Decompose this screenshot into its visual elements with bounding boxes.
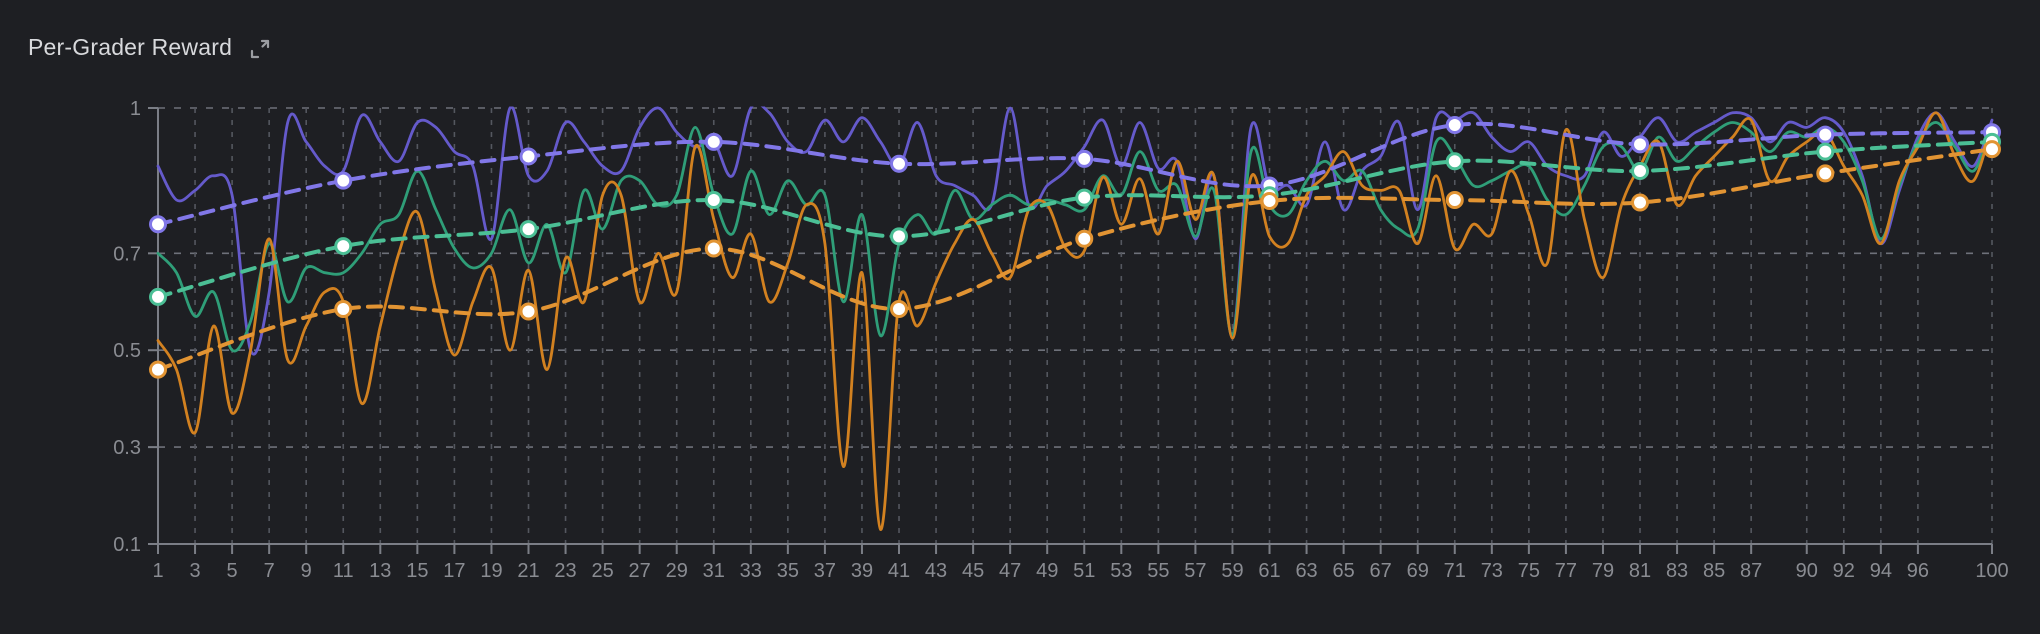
x-tick-label: 87: [1740, 560, 1762, 582]
y-tick-label: 0.7: [113, 243, 141, 265]
grader-purple-trend-marker: [1816, 125, 1835, 144]
grader-purple-trend-marker: [519, 147, 538, 166]
x-tick-label: 33: [740, 560, 762, 582]
x-tick-label: 35: [777, 560, 799, 582]
grader-orange-trend-marker: [1075, 229, 1094, 248]
grader-purple-trend-marker: [1445, 115, 1464, 134]
grader-green-trend-marker: [334, 237, 353, 256]
x-tick-label: 65: [1332, 560, 1354, 582]
grader-orange-trend-marker: [1816, 164, 1835, 183]
axes: 10.70.50.30.11 3 5 7 9 11 13 15 17 19 21 23 25 27 29 31…: [113, 98, 2009, 582]
x-tick-label: 85: [1703, 560, 1725, 582]
y-tick-label: 0.1: [113, 534, 141, 556]
grader-purple-trend-marker: [704, 132, 723, 151]
grader-orange-trend-marker: [1260, 192, 1279, 211]
grader-green-trend-marker: [704, 191, 723, 210]
grader-green-trend-marker: [1075, 188, 1094, 207]
x-tick-label: 57: [1184, 560, 1206, 582]
grader-orange-trend-line: [156, 147, 1994, 372]
x-tick-label: 17: [443, 560, 465, 582]
trend-markers: [149, 115, 2001, 379]
grader-purple-line: [156, 106, 1994, 356]
grader-green-trend-marker: [890, 227, 909, 246]
x-tick-label: 29: [666, 560, 688, 582]
grader-green-trend-marker: [1631, 161, 1650, 180]
grader-orange-trend-marker: [890, 300, 909, 319]
x-tick-label: 71: [1444, 560, 1466, 582]
x-tick-label: 3: [189, 560, 200, 582]
x-tick-label: 67: [1370, 560, 1392, 582]
x-tick-label: 90: [1796, 560, 1818, 582]
x-tick-label: 55: [1147, 560, 1169, 582]
x-tick-label: 21: [517, 560, 539, 582]
x-tick-label: 83: [1666, 560, 1688, 582]
x-tick-label: 25: [591, 560, 613, 582]
y-tick-label: 0.5: [113, 340, 141, 362]
grader-orange-trend-marker: [1983, 140, 2001, 159]
x-tick-label: 61: [1258, 560, 1280, 582]
x-tick-label: 100: [1975, 560, 2008, 582]
x-tick-label: 43: [925, 560, 947, 582]
x-tick-label: 1: [152, 560, 163, 582]
x-tick-label: 51: [1073, 560, 1095, 582]
grid: [158, 107, 1993, 544]
grader-orange-trend-marker: [1631, 193, 1650, 212]
x-tick-label: 39: [851, 560, 873, 582]
x-tick-label: 23: [554, 560, 576, 582]
expand-icon[interactable]: [248, 37, 272, 61]
x-tick-label: 75: [1518, 560, 1540, 582]
x-tick-label: 41: [888, 560, 910, 582]
y-tick-label: 1: [130, 98, 141, 120]
x-tick-label: 69: [1407, 560, 1429, 582]
grader-green-trend-marker: [1816, 142, 1835, 161]
grader-green-trend-marker: [149, 287, 167, 306]
x-tick-label: 59: [1221, 560, 1243, 582]
x-tick-label: 79: [1592, 560, 1614, 582]
series-lines: [156, 106, 1994, 531]
y-tick-label: 0.3: [113, 437, 141, 459]
chart-title: Per-Grader Reward: [28, 33, 233, 60]
x-tick-label: 27: [629, 560, 651, 582]
grader-orange-trend-marker: [334, 300, 353, 319]
x-tick-label: 7: [264, 560, 275, 582]
x-tick-label: 15: [406, 560, 428, 582]
grader-purple-trend-marker: [1631, 135, 1650, 154]
x-tick-label: 37: [814, 560, 836, 582]
grader-green-trend-marker: [1445, 152, 1464, 171]
x-tick-label: 94: [1870, 560, 1892, 582]
x-tick-label: 81: [1629, 560, 1651, 582]
x-tick-label: 45: [962, 560, 984, 582]
x-tick-label: 77: [1555, 560, 1577, 582]
grader-orange-trend-marker: [704, 239, 723, 258]
chart-header: Per-Grader Reward: [28, 30, 272, 64]
grader-green-trend-marker: [519, 220, 538, 239]
x-tick-label: 73: [1481, 560, 1503, 582]
x-tick-label: 31: [703, 560, 725, 582]
grader-orange-trend-marker: [519, 302, 538, 321]
x-tick-label: 63: [1295, 560, 1317, 582]
x-tick-label: 96: [1907, 560, 1929, 582]
x-tick-label: 19: [480, 560, 502, 582]
grader-green-line: [156, 121, 1994, 353]
grader-orange-trend-marker: [1445, 191, 1464, 210]
x-tick-label: 92: [1833, 560, 1855, 582]
x-tick-label: 53: [1110, 560, 1132, 582]
grader-purple-trend-marker: [334, 171, 353, 190]
x-tick-label: 9: [301, 560, 312, 582]
grader-purple-trend-marker: [1075, 149, 1094, 168]
x-tick-label: 11: [333, 560, 354, 582]
grader-purple-trend-marker: [149, 215, 167, 234]
grader-purple-trend-marker: [890, 154, 909, 173]
x-tick-label: 49: [1036, 560, 1058, 582]
x-tick-label: 47: [999, 560, 1021, 582]
x-tick-label: 13: [369, 560, 391, 582]
grader-orange-line: [156, 111, 1994, 531]
grader-orange-trend-marker: [149, 360, 167, 379]
x-tick-label: 5: [227, 560, 238, 582]
